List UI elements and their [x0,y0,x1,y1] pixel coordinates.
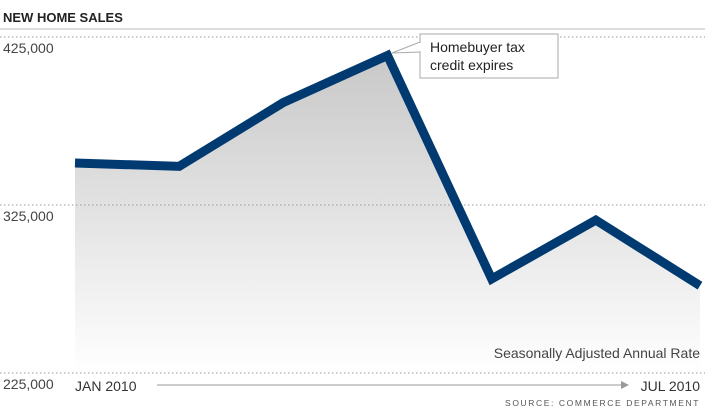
annotation-line: credit expires [430,57,513,73]
annotation-pointer [391,41,421,54]
x-tick-label: JAN 2010 [75,378,137,394]
chart-title: NEW HOME SALES [3,10,123,25]
annotation: Homebuyer tax credit expires [391,33,559,79]
grid-layer: 225,000 325,000 425,000 JAN 2010 JUL 2010 [0,36,705,394]
annotation-box [419,33,559,79]
annotation-line: Homebuyer tax [430,39,525,55]
y-tick-label: 325,000 [3,208,54,224]
y-tick-label: 225,000 [3,376,54,392]
area-layer [75,55,700,373]
area [75,55,700,373]
source: SOURCE: COMMERCE DEPARTMENT [505,398,700,408]
y-tick-label: 425,000 [3,40,54,56]
x-tick-label: JUL 2010 [641,378,701,394]
line-layer [74,49,703,290]
line [74,49,703,290]
subtitle: Seasonally Adjusted Annual Rate [494,345,700,361]
